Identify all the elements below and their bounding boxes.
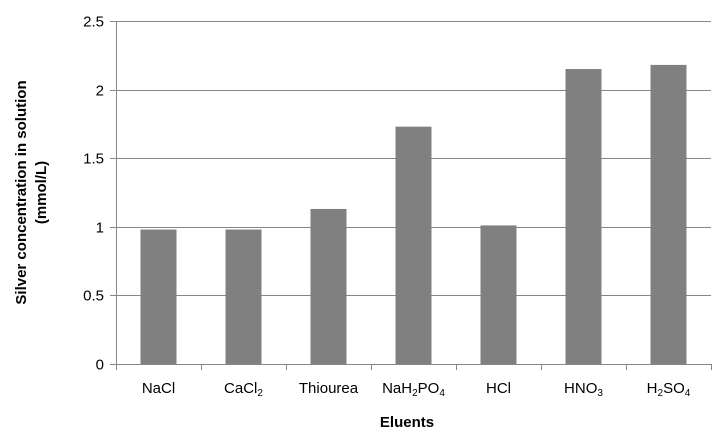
bar bbox=[225, 229, 262, 364]
bar bbox=[480, 225, 517, 364]
bars bbox=[140, 64, 687, 365]
x-tick-label: NaH2PO4 bbox=[382, 380, 445, 399]
y-tick-label: 1 bbox=[96, 220, 104, 237]
x-tick-labels: NaCl CaCl2 Thiourea NaH2PO4 HCl HNO3 H2SO4 bbox=[142, 380, 691, 399]
y-tick-label: 1.5 bbox=[83, 151, 104, 168]
x-tick-label: HNO3 bbox=[564, 380, 603, 399]
y-axis-title: Silver concentration in solution (mmol/L) bbox=[13, 80, 50, 304]
bar bbox=[565, 69, 602, 365]
bar bbox=[650, 64, 687, 365]
y-tick-label: 0 bbox=[96, 357, 104, 374]
y-tick-label: 2 bbox=[96, 83, 104, 100]
x-tick-label: H2SO4 bbox=[647, 380, 691, 399]
x-tick-label: Thiourea bbox=[299, 380, 359, 397]
y-tick-label: 0.5 bbox=[83, 288, 104, 305]
x-tick-label: NaCl bbox=[142, 380, 175, 397]
axes bbox=[110, 21, 712, 370]
x-tick-label: CaCl2 bbox=[224, 380, 263, 399]
bar bbox=[310, 208, 347, 364]
y-tick-label: 2.5 bbox=[83, 14, 104, 31]
y-axis-title-line: (mmol/L) bbox=[33, 161, 50, 224]
y-tick-labels: 0 0.5 1 1.5 2 2.5 bbox=[83, 14, 104, 374]
x-axis-title: Eluents bbox=[380, 414, 434, 429]
x-tick-label: HCl bbox=[486, 380, 511, 397]
y-axis-title-line: Silver concentration in solution bbox=[13, 80, 30, 304]
bar bbox=[395, 126, 432, 364]
bar bbox=[140, 229, 177, 364]
